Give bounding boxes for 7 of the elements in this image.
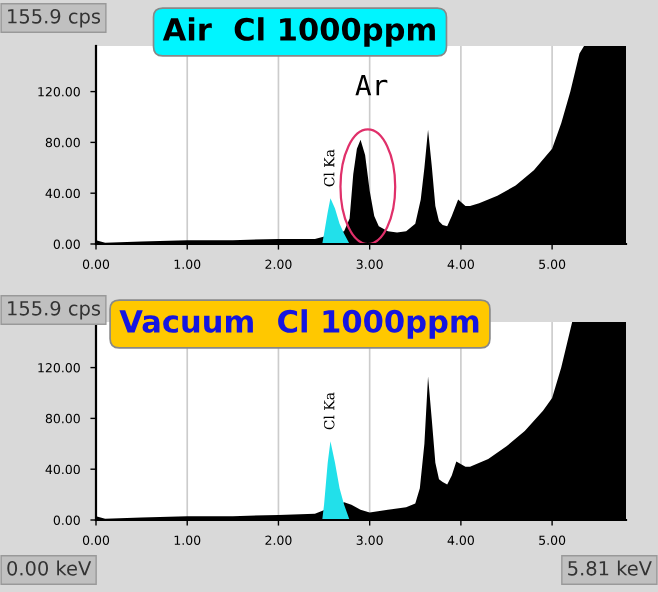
text: 5.81 keV [568, 560, 652, 576]
text: 155.9 cps [8, 8, 101, 28]
chart-title: Vacuum Cl 1000ppm [119, 309, 479, 339]
text: 155.9 cps [8, 300, 101, 320]
chart-title: Air Cl 1000ppm [162, 17, 435, 47]
text: 0.00 keV [7, 560, 92, 576]
annotation: Ar [355, 74, 388, 96]
